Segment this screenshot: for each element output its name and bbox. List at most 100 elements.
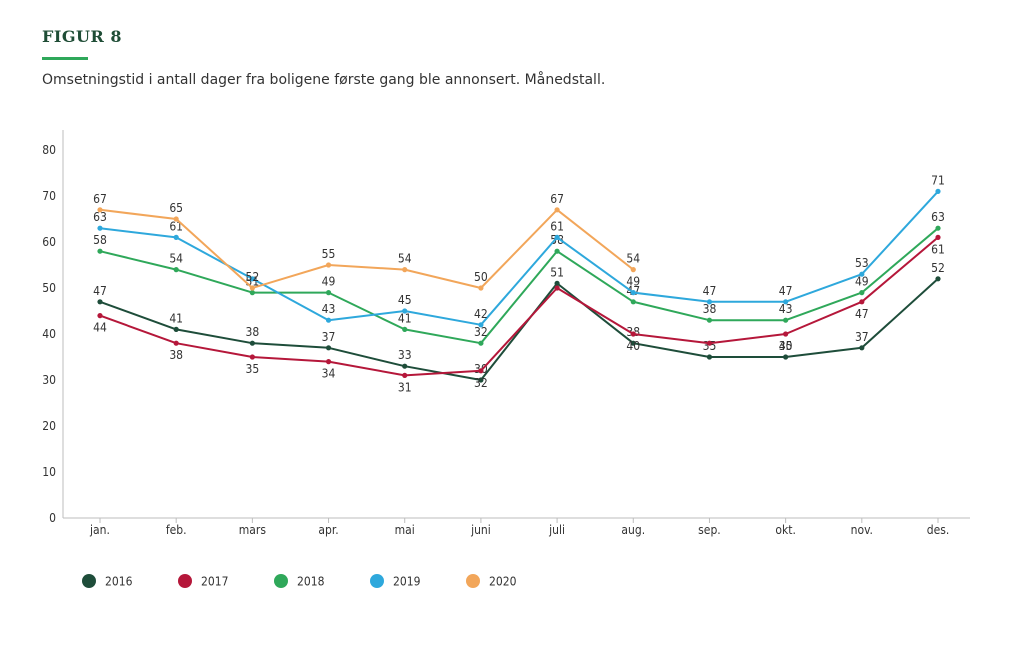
data-point-2017 <box>706 340 713 346</box>
data-point-2016 <box>325 345 332 351</box>
legend-marker-2018 <box>274 574 288 588</box>
data-point-2017 <box>478 368 484 374</box>
data-label-2017: 38 <box>169 348 183 362</box>
data-point-2016 <box>554 280 560 286</box>
legend-marker-2019 <box>370 574 384 588</box>
data-label-2018: 43 <box>779 302 793 316</box>
series-line-2018 <box>99 227 939 345</box>
data-label-2020: 67 <box>550 192 564 206</box>
data-label-2017: 32 <box>474 376 488 390</box>
data-label-2020: 54 <box>626 252 640 266</box>
data-label-2020: 50 <box>474 270 488 284</box>
data-point-2018 <box>173 267 179 273</box>
data-label-2018: 58 <box>93 233 107 247</box>
data-point-2016 <box>783 354 789 360</box>
data-label-2018: 38 <box>703 302 717 316</box>
legend-marker-2020 <box>466 574 480 588</box>
data-point-2019 <box>783 299 789 305</box>
data-label-2019: 47 <box>779 284 793 298</box>
data-label-2018: 41 <box>398 311 412 325</box>
data-point-2020 <box>402 267 408 273</box>
x-tick-label: okt. <box>775 523 796 537</box>
data-point-2016 <box>859 345 865 351</box>
y-tick-label: 50 <box>42 281 56 295</box>
data-label-2016: 37 <box>322 330 336 344</box>
data-label-2020: 55 <box>322 247 336 261</box>
data-label-2018: 54 <box>169 252 183 266</box>
y-tick-label: 80 <box>42 143 56 157</box>
data-point-2018 <box>630 299 636 305</box>
data-point-2016 <box>249 340 255 346</box>
x-tick-label: mai <box>395 523 415 537</box>
data-label-2017: 44 <box>93 321 107 335</box>
y-tick-label: 20 <box>42 419 56 433</box>
data-point-2016 <box>97 299 103 305</box>
data-point-2018 <box>402 326 408 332</box>
data-point-2019 <box>478 322 484 328</box>
figure-label-underline <box>42 57 88 60</box>
data-label-2018: 49 <box>322 275 336 289</box>
data-point-2019 <box>249 276 255 282</box>
data-point-2020 <box>630 267 636 273</box>
data-label-2019: 42 <box>474 307 488 321</box>
data-point-2016 <box>402 363 408 369</box>
data-point-2019 <box>325 317 332 323</box>
data-point-2019 <box>97 225 103 231</box>
x-tick-label: sep. <box>698 523 721 537</box>
chart-subtitle: Omsetningstid i antall dager fra boligen… <box>42 72 606 88</box>
legend-marker-2016 <box>82 574 96 588</box>
data-label-2017: 61 <box>931 242 945 256</box>
data-point-2020 <box>173 216 179 222</box>
data-point-2018 <box>97 248 103 254</box>
data-point-2017 <box>249 354 255 360</box>
data-point-2019 <box>402 308 408 314</box>
data-point-2016 <box>478 377 484 383</box>
x-tick-label: nov. <box>851 523 873 537</box>
data-label-2018: 49 <box>855 275 869 289</box>
data-point-2020 <box>249 285 255 291</box>
x-tick-label: juli <box>548 523 565 537</box>
data-point-2017 <box>402 372 408 378</box>
data-point-2018 <box>249 290 255 296</box>
legend-label-2017: 2017 <box>201 575 228 589</box>
data-point-2017 <box>859 299 865 305</box>
data-label-2017: 47 <box>855 307 869 321</box>
data-label-2017: 34 <box>322 367 336 381</box>
y-tick-label: 60 <box>42 235 56 249</box>
data-point-2018 <box>859 290 865 296</box>
data-label-2019: 49 <box>626 275 640 289</box>
data-label-2016: 47 <box>93 284 107 298</box>
data-point-2016 <box>935 276 941 282</box>
x-tick-label: juni <box>470 523 491 537</box>
data-label-2019: 63 <box>93 210 107 224</box>
data-point-2020 <box>478 285 484 291</box>
x-tick-label: apr. <box>318 523 338 537</box>
data-label-2020: 54 <box>398 252 412 266</box>
x-tick-label: jan. <box>89 523 110 537</box>
legend-label-2020: 2020 <box>489 575 517 589</box>
legend-label-2018: 2018 <box>297 575 325 589</box>
y-tick-label: 40 <box>42 327 56 341</box>
data-label-2016: 38 <box>245 325 259 339</box>
series-line-2019 <box>99 190 939 326</box>
data-point-2016 <box>173 326 179 332</box>
data-label-2017: 40 <box>626 339 640 353</box>
x-tick-label: mars <box>239 523 267 537</box>
data-point-2018 <box>783 317 789 323</box>
data-point-2019 <box>859 271 865 277</box>
data-label-2016: 41 <box>169 311 183 325</box>
figure-label: FIGUR 8 <box>42 27 122 46</box>
y-tick-label: 30 <box>42 373 56 387</box>
data-label-2018: 63 <box>931 210 945 224</box>
data-label-2016: 51 <box>550 265 564 279</box>
data-label-2017: 31 <box>398 380 412 394</box>
data-point-2019 <box>706 299 713 305</box>
data-point-2020 <box>554 207 560 213</box>
series-line-2016 <box>99 278 939 381</box>
data-point-2017 <box>630 331 636 337</box>
data-label-2019: 47 <box>703 284 717 298</box>
data-point-2017 <box>325 359 332 365</box>
series-line-2017 <box>99 236 939 377</box>
data-label-2016: 35 <box>779 339 793 353</box>
